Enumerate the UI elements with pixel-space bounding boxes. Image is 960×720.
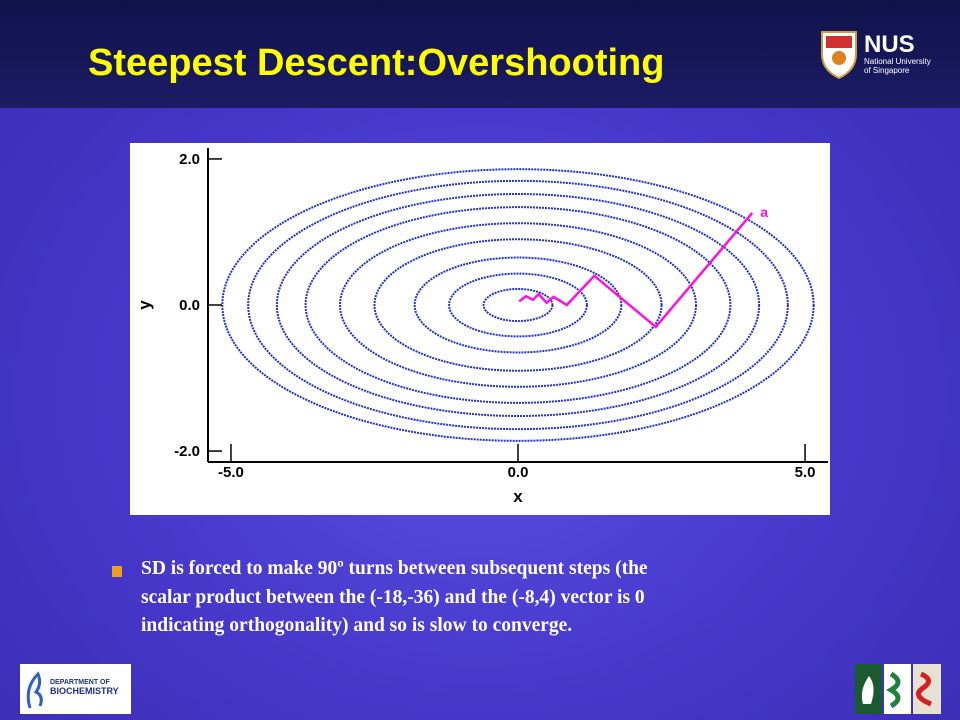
descent-path — [518, 212, 754, 329]
contour — [373, 238, 663, 372]
nus-text: NUS — [864, 31, 915, 58]
contour — [247, 179, 789, 431]
dept-text: DEPARTMENT OF — [50, 679, 110, 686]
y-tick-label: -2.0 — [174, 443, 200, 460]
y-tick-label: 0.0 — [179, 297, 200, 314]
y-axis-label: y — [135, 300, 154, 310]
x-tick-label: -5.0 — [218, 464, 244, 481]
path-label: a — [760, 204, 768, 220]
contour — [304, 206, 732, 404]
x-tick-label: 0.0 — [508, 464, 529, 481]
nus-sub: National University — [864, 57, 931, 66]
contour — [413, 256, 623, 354]
contour — [221, 168, 815, 442]
dept-text: BIOCHEMISTRY — [50, 686, 119, 696]
nus-sub: of Singapore — [864, 66, 910, 75]
bullet-line: SD is forced to make 90º turns between s… — [141, 558, 648, 579]
contour — [482, 287, 554, 323]
slide-title: Steepest Descent:Overshooting — [88, 42, 665, 84]
chart: a -5.0 0.0 5.0 -2.0 0.0 2.0 x y — [130, 143, 830, 515]
y-tick-label: 2.0 — [179, 151, 200, 168]
contour — [339, 222, 697, 388]
biochem-logo: DEPARTMENT OF BIOCHEMISTRY — [20, 664, 131, 714]
bullet-marker — [112, 566, 122, 577]
bullet-line: scalar product between the (-18,-36) and… — [141, 586, 645, 608]
x-axis-label: x — [513, 487, 523, 506]
contour — [275, 193, 761, 417]
contour — [448, 272, 588, 338]
bullet-text: SD is forced to make 90º turns between s… — [141, 555, 861, 641]
title-bar — [0, 0, 960, 108]
nus-logo: NUS National University of Singapore — [821, 31, 931, 80]
x-tick-label: 5.0 — [795, 464, 816, 481]
bullet-line: indicating orthogonality) and so is slow… — [141, 615, 573, 636]
icons-logo — [855, 664, 941, 714]
